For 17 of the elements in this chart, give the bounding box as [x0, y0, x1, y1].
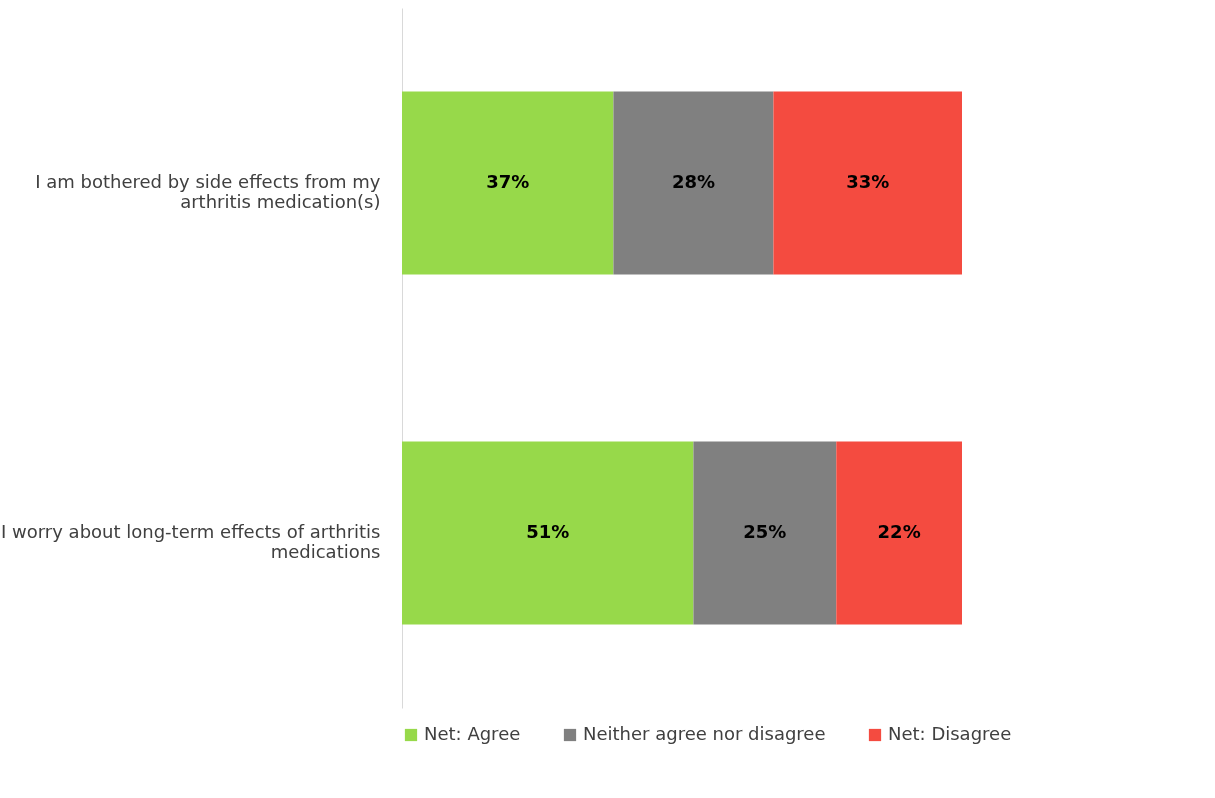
legend-label: Net: Agree: [424, 723, 521, 744]
legend-label: Net: Disagree: [888, 723, 1012, 744]
legend-label: Neither agree nor disagree: [583, 723, 826, 744]
data-label: 25%: [743, 521, 787, 542]
bar: [773, 91, 962, 275]
bar: [836, 441, 962, 625]
data-label: 37%: [486, 171, 530, 192]
data-label: 28%: [671, 171, 715, 192]
data-label: 51%: [526, 521, 570, 542]
y-tick-label: I am bothered by side effects from my arthritis medication(s): [35, 171, 381, 212]
bar: [613, 91, 774, 275]
y-tick-label: I worry about long-term effects of arthritis medications: [0, 521, 381, 562]
bar: [402, 91, 614, 275]
bar: [693, 441, 837, 625]
bar: [402, 441, 694, 625]
data-label: 22%: [877, 521, 921, 542]
data-label: 33%: [846, 171, 890, 192]
